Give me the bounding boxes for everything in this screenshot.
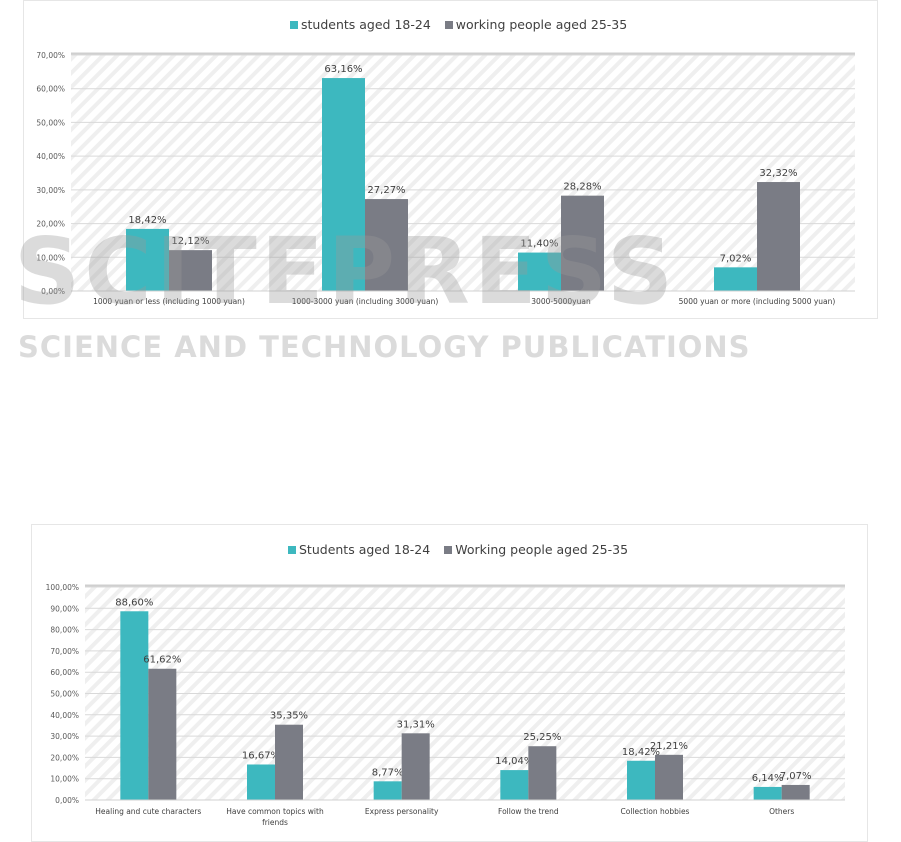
bar-working — [401, 733, 430, 800]
data-label: 7,02% — [720, 253, 752, 264]
y-tick-label: 50,00% — [36, 118, 65, 127]
bar-working — [148, 668, 177, 800]
x-category-label-line: Have common topics with — [226, 807, 324, 816]
data-label: 88,60% — [115, 597, 153, 608]
chart-2-legend: Students aged 18-24 Working people aged … — [288, 542, 628, 557]
x-category-label: 1000-3000 yuan (including 3000 yuan) — [292, 297, 439, 306]
y-tick-label: 20,00% — [36, 220, 65, 229]
data-label: 16,67% — [242, 750, 280, 761]
y-tick-label: 0,00% — [41, 287, 65, 296]
y-tick-label: 10,00% — [36, 253, 65, 262]
y-tick-label: 60,00% — [50, 668, 79, 677]
x-category-label-line: friends — [262, 818, 288, 827]
bar-working — [781, 784, 810, 800]
data-label: 31,31% — [397, 719, 435, 730]
bar-working — [365, 199, 408, 291]
data-label: 25,25% — [523, 732, 561, 743]
data-label: 6,14% — [752, 773, 784, 784]
legend-item-students: students aged 18-24 — [290, 17, 431, 32]
legend-item-working: Working people aged 25-35 — [444, 542, 628, 557]
data-label: 32,32% — [759, 168, 797, 179]
legend-swatch-students — [290, 21, 298, 29]
bar-working — [561, 195, 604, 291]
x-category-label: Have common topics with friends — [226, 807, 324, 827]
bar-working — [275, 724, 303, 800]
y-tick-label: 40,00% — [36, 152, 65, 161]
bar-students — [120, 611, 149, 800]
bar-students — [322, 78, 365, 291]
data-label: 18,42% — [128, 215, 166, 226]
legend-swatch-students — [288, 546, 296, 554]
data-label: 63,16% — [324, 64, 362, 75]
y-tick-label: 10,00% — [50, 775, 79, 784]
bar-students — [126, 228, 169, 291]
y-tick-label: 0,00% — [55, 796, 79, 805]
bar-working — [528, 746, 557, 800]
x-category-label: Others — [769, 807, 794, 816]
chart-1-legend: students aged 18-24 working people aged … — [290, 17, 627, 32]
y-tick-label: 100,00% — [46, 583, 79, 592]
bar-students — [753, 786, 782, 800]
bar-students — [627, 760, 655, 800]
data-label: 7,07% — [780, 771, 812, 782]
data-label: 28,28% — [563, 182, 601, 193]
x-category-label: 5000 yuan or more (including 5000 yuan) — [679, 297, 836, 306]
y-tick-label: 30,00% — [36, 186, 65, 195]
x-category-label: 3000-5000yuan — [531, 297, 591, 306]
x-category-label: Healing and cute characters — [95, 807, 201, 816]
bar-students — [714, 267, 757, 291]
x-category-label: Follow the trend — [498, 807, 559, 816]
y-tick-label: 80,00% — [50, 626, 79, 635]
x-category-label: Collection hobbies — [621, 807, 690, 816]
bar-students — [518, 252, 561, 291]
y-tick-label: 70,00% — [50, 647, 79, 656]
y-tick-label: 20,00% — [50, 753, 79, 762]
data-label: 12,12% — [171, 236, 209, 247]
bar-working — [757, 182, 800, 291]
y-tick-label: 60,00% — [36, 85, 65, 94]
bar-students — [247, 764, 275, 800]
y-tick-label: 50,00% — [50, 690, 79, 699]
data-label: 14,04% — [495, 756, 533, 767]
data-label: 11,40% — [520, 239, 558, 250]
data-label: 21,21% — [650, 741, 688, 752]
x-category-label: 1000 yuan or less (including 1000 yuan) — [93, 297, 245, 306]
data-label: 8,77% — [372, 767, 404, 778]
bar-working — [169, 250, 212, 291]
y-tick-label: 70,00% — [36, 51, 65, 60]
bar-students — [373, 781, 402, 800]
x-category-label: Express personality — [365, 807, 439, 816]
legend-item-working: working people aged 25-35 — [444, 17, 627, 32]
legend-item-students: Students aged 18-24 — [288, 542, 430, 557]
data-label: 27,27% — [367, 185, 405, 196]
y-tick-label: 90,00% — [50, 604, 79, 613]
bar-working — [655, 754, 683, 800]
data-label: 35,35% — [270, 711, 308, 722]
legend-swatch-working — [444, 546, 453, 554]
legend-swatch-working — [444, 21, 453, 29]
y-tick-label: 40,00% — [50, 711, 79, 720]
data-label: 18,42% — [622, 747, 660, 758]
y-tick-label: 30,00% — [50, 732, 79, 741]
bar-students — [500, 770, 529, 800]
data-label: 61,62% — [143, 655, 181, 666]
